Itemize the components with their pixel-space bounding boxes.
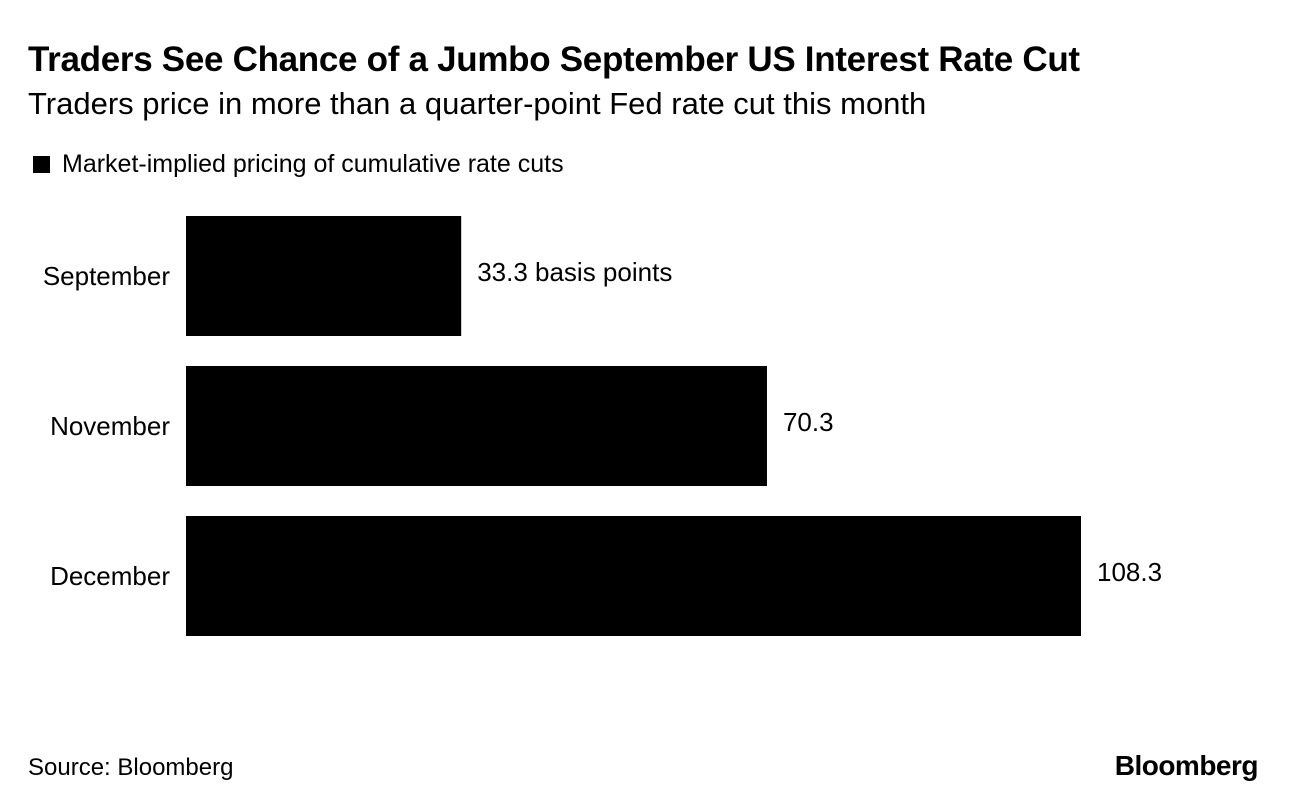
data-label: 108.3 (1097, 557, 1162, 587)
bloomberg-logo: Bloomberg (1114, 750, 1259, 781)
data-label: 33.3 basis points (477, 257, 672, 287)
bar (186, 366, 767, 486)
bar-chart: September 33.3 basis points November 70.3 De… (43, 216, 1162, 636)
category-label: December (50, 561, 170, 591)
data-label: 70.3 (783, 407, 834, 437)
category-label: November (50, 411, 170, 441)
category-label: September (43, 261, 171, 291)
legend-swatch (33, 156, 50, 173)
bar (186, 216, 462, 336)
chart-title: Traders See Chance of a Jumbo September … (28, 40, 1080, 79)
source-note: Source: Bloomberg (28, 754, 234, 781)
legend: Market-implied pricing of cumulative rat… (33, 150, 564, 179)
chart-subtitle: Traders price in more than a quarter-poi… (28, 86, 927, 121)
legend-label: Market-implied pricing of cumulative rat… (62, 150, 564, 178)
bar (186, 516, 1081, 636)
